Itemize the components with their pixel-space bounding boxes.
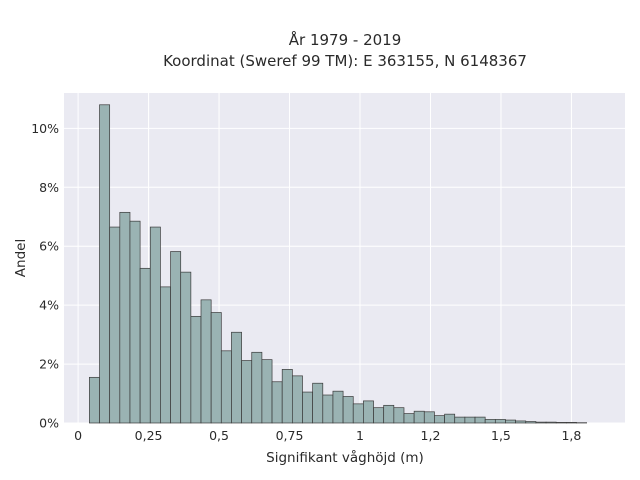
histogram-bar [423, 411, 435, 424]
histogram-bar [484, 419, 496, 424]
y-tick-label: 10% [31, 121, 59, 136]
histogram-bar [241, 360, 253, 424]
histogram-bar [322, 394, 334, 424]
tick-labels: 0 0,25 0,5 0,75 1 1,2 1,5 1,8 0% 2% 4% 6% 8% 10% [31, 121, 581, 443]
histogram-bar [494, 419, 506, 424]
chart-title-line1: År 1979 - 2019 [289, 30, 402, 49]
y-tick-label: 6% [39, 239, 59, 254]
histogram-bar [383, 404, 395, 424]
histogram-bar [474, 416, 486, 424]
histogram-bar [434, 415, 445, 424]
histogram-bar [160, 286, 171, 424]
histogram-bar [119, 211, 131, 424]
histogram-bar [363, 400, 374, 424]
histogram-bar [271, 381, 283, 424]
histogram-bar [413, 410, 425, 424]
histogram-bar [139, 267, 151, 424]
histogram-bar [190, 315, 202, 424]
x-tick-label: 0,75 [276, 428, 304, 443]
y-tick-label: 0% [39, 416, 59, 431]
histogram-bar [566, 422, 577, 424]
histogram-bar [373, 407, 385, 424]
histogram-bar [515, 420, 527, 424]
histogram-bar [302, 391, 313, 424]
bars [89, 104, 588, 424]
histogram-bar [149, 226, 161, 424]
histogram-bar [99, 104, 111, 424]
histogram-bar [352, 403, 364, 424]
y-tick-label: 2% [39, 357, 59, 372]
histogram-bar [109, 226, 121, 424]
histogram-bar [251, 351, 263, 424]
histogram-bar [464, 416, 476, 424]
x-tick-label: 1,2 [421, 428, 441, 443]
histogram-bar [535, 421, 547, 424]
histogram-bar [170, 251, 182, 424]
x-tick-label: 0,5 [209, 428, 229, 443]
y-tick-label: 4% [39, 298, 59, 313]
histogram-bar [454, 416, 466, 424]
histogram-bar [180, 271, 192, 424]
histogram-bar [545, 421, 557, 424]
histogram-bar [555, 422, 567, 424]
histogram-bar [89, 376, 100, 424]
histogram-bar [342, 396, 354, 424]
histogram-bar [220, 350, 232, 424]
histogram-bar [312, 382, 324, 424]
y-tick-label: 8% [39, 180, 59, 195]
histogram-bar [200, 299, 212, 424]
y-axis-label: Andel [13, 239, 29, 277]
histogram-bar [261, 359, 273, 424]
histogram-bar [129, 220, 141, 424]
histogram-bar [444, 413, 456, 424]
histogram-bar [281, 369, 293, 424]
histogram-bar [525, 421, 537, 424]
chart-title-line2: Koordinat (Sweref 99 TM): E 363155, N 61… [163, 52, 527, 70]
x-tick-label: 0 [74, 428, 82, 443]
x-tick-label: 0,25 [135, 428, 163, 443]
histogram-bar [505, 419, 516, 424]
x-axis-label: Signifikant våghöjd (m) [266, 449, 424, 466]
histogram-bar [332, 390, 344, 424]
histogram-bar [231, 331, 242, 424]
x-tick-label: 1,8 [561, 428, 581, 443]
x-tick-label: 1,5 [491, 428, 511, 443]
histogram-bar [210, 312, 222, 424]
histogram-bar [403, 413, 415, 424]
histogram-bar [291, 375, 303, 424]
histogram-bar [393, 407, 405, 424]
x-tick-label: 1 [356, 428, 364, 443]
